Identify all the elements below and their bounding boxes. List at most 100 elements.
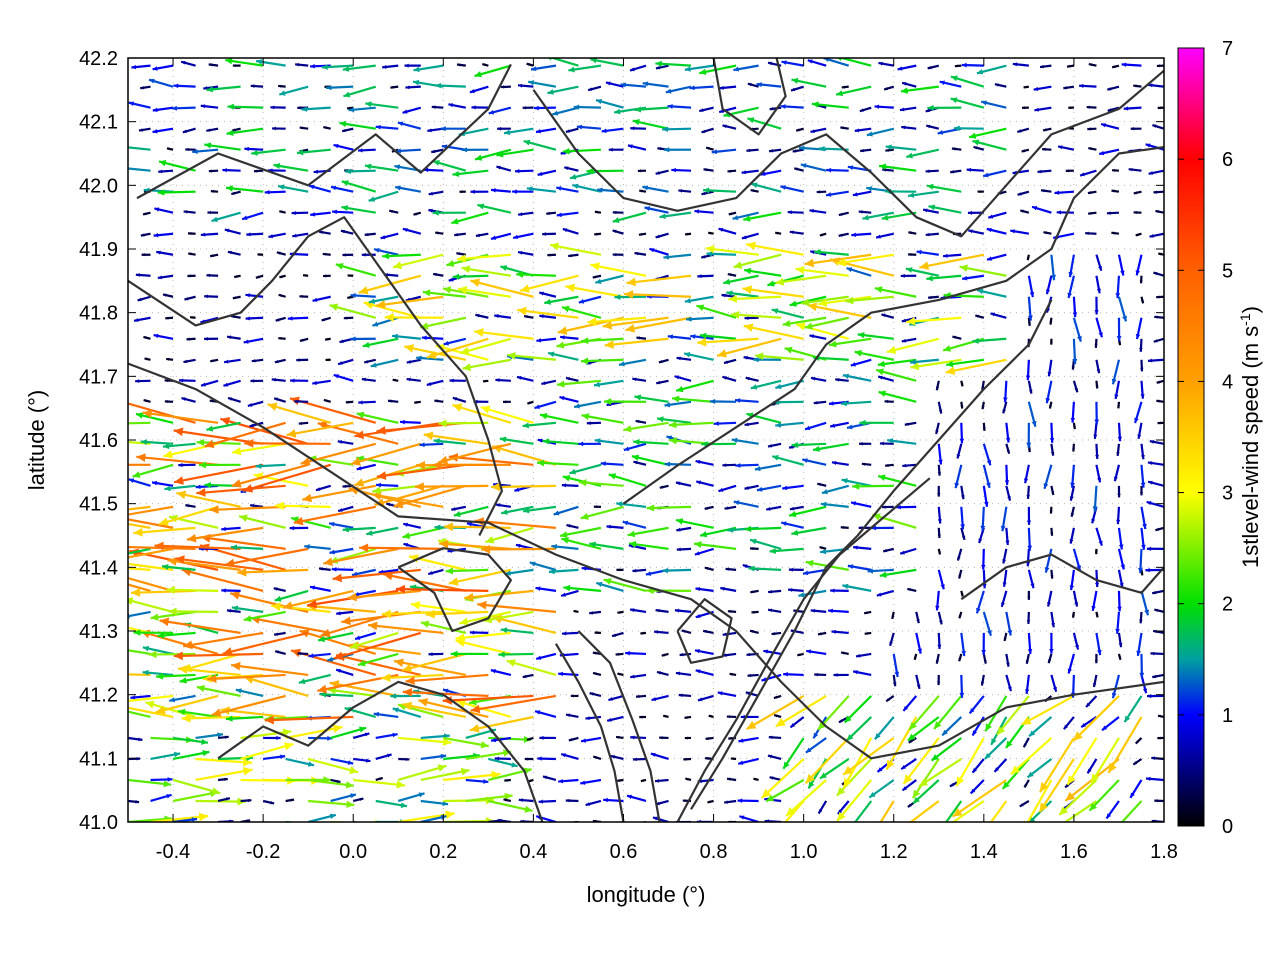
- wind-vector: [361, 377, 376, 382]
- wind-vector: [767, 442, 782, 448]
- wind-vector: [981, 548, 986, 570]
- wind-vector: [1022, 737, 1030, 748]
- wind-vector: [1079, 83, 1097, 88]
- wind-vector: [842, 737, 873, 789]
- wind-vector: [135, 379, 151, 384]
- wind-vector: [559, 395, 579, 403]
- wind-vector: [250, 84, 264, 88]
- wind-vector: [157, 189, 196, 196]
- wind-vector: [590, 262, 647, 277]
- wind-vector: [1153, 190, 1164, 194]
- wind-vector: [128, 464, 129, 466]
- wind-vector: [527, 400, 534, 405]
- wind-vector: [1027, 527, 1033, 551]
- wind-vector: [723, 274, 759, 285]
- wind-vector: [209, 358, 219, 363]
- wind-vector: [500, 627, 534, 635]
- wind-vector: [435, 82, 466, 89]
- wind-vector: [637, 169, 647, 173]
- wind-vector: [241, 211, 264, 221]
- wind-vector: [308, 652, 331, 659]
- wind-vector: [526, 186, 557, 193]
- wind-vector: [128, 295, 129, 297]
- contour-line: [676, 477, 931, 822]
- wind-vector: [1158, 252, 1164, 256]
- wind-vector: [161, 563, 196, 571]
- wind-vector: [401, 652, 467, 673]
- wind-vector: [1010, 737, 1053, 776]
- wind-vector: [423, 167, 444, 173]
- wind-vector: [128, 101, 151, 109]
- wind-vector: [1154, 799, 1164, 803]
- wind-vector: [206, 85, 241, 93]
- wind-vector: [733, 64, 759, 72]
- wind-vector: [594, 232, 602, 236]
- wind-vector: [141, 253, 151, 257]
- wind-vector: [1113, 464, 1121, 482]
- wind-vector: [150, 812, 209, 822]
- wind-vector: [959, 821, 962, 822]
- wind-vector: [1139, 485, 1144, 496]
- wind-vector: [1065, 169, 1074, 173]
- wind-vector: [552, 106, 579, 116]
- wind-vector: [419, 316, 467, 330]
- wind-vector: [683, 351, 714, 361]
- wind-vector: [352, 797, 364, 803]
- wind-vector: [836, 758, 873, 797]
- wind-vector: [390, 85, 399, 89]
- wind-vector: [373, 711, 399, 719]
- wind-vector: [868, 779, 895, 799]
- wind-vector: [495, 378, 511, 383]
- wind-vector: [681, 629, 692, 634]
- wind-vector: [1117, 548, 1125, 570]
- wind-vector: [708, 714, 714, 719]
- wind-vector: [1095, 464, 1102, 483]
- wind-vector: [327, 686, 376, 698]
- wind-vector: [695, 586, 714, 592]
- wind-vector: [761, 673, 782, 682]
- wind-vector: [178, 463, 196, 468]
- wind-vector: [928, 204, 962, 214]
- wind-vector: [676, 547, 692, 552]
- wind-vector: [538, 799, 556, 804]
- wind-vector: [996, 695, 1030, 736]
- wind-vector: [981, 380, 985, 391]
- wind-vector: [1140, 464, 1146, 488]
- wind-vector: [534, 400, 557, 410]
- wind-vector: [243, 337, 264, 344]
- wind-vector: [659, 211, 692, 220]
- wind-vector: [526, 736, 534, 741]
- wind-vector: [885, 695, 895, 703]
- wind-vector: [632, 757, 647, 762]
- wind-vector: [765, 779, 805, 803]
- wind-vector: [791, 77, 827, 88]
- wind-vector: [825, 190, 849, 197]
- wind-vector: [517, 250, 534, 256]
- wind-vector: [1135, 232, 1142, 237]
- wind-vector: [390, 693, 421, 699]
- wind-vector: [461, 147, 489, 153]
- wind-vector: [128, 778, 172, 788]
- wind-vector: [419, 442, 444, 448]
- wind-vector: [286, 421, 354, 438]
- wind-vector: [840, 651, 849, 656]
- wind-vector: [427, 568, 444, 576]
- wind-vector: [1050, 674, 1058, 693]
- wind-vector: [569, 463, 602, 475]
- wind-vector: [542, 775, 557, 782]
- wind-vector: [426, 379, 444, 387]
- wind-vector: [185, 147, 196, 152]
- wind-vector: [813, 400, 827, 405]
- wind-vector: [128, 576, 174, 592]
- wind-vector: [1045, 380, 1053, 404]
- wind-vector: [233, 274, 241, 279]
- wind-vector: [273, 163, 309, 172]
- wind-vector: [165, 316, 174, 320]
- wind-vector: [494, 756, 511, 761]
- wind-vector: [142, 211, 151, 216]
- wind-vector: [775, 274, 827, 286]
- wind-vector: [264, 190, 286, 195]
- wind-vector: [500, 505, 534, 515]
- wind-vector: [984, 737, 1008, 760]
- wind-vector: [941, 716, 963, 737]
